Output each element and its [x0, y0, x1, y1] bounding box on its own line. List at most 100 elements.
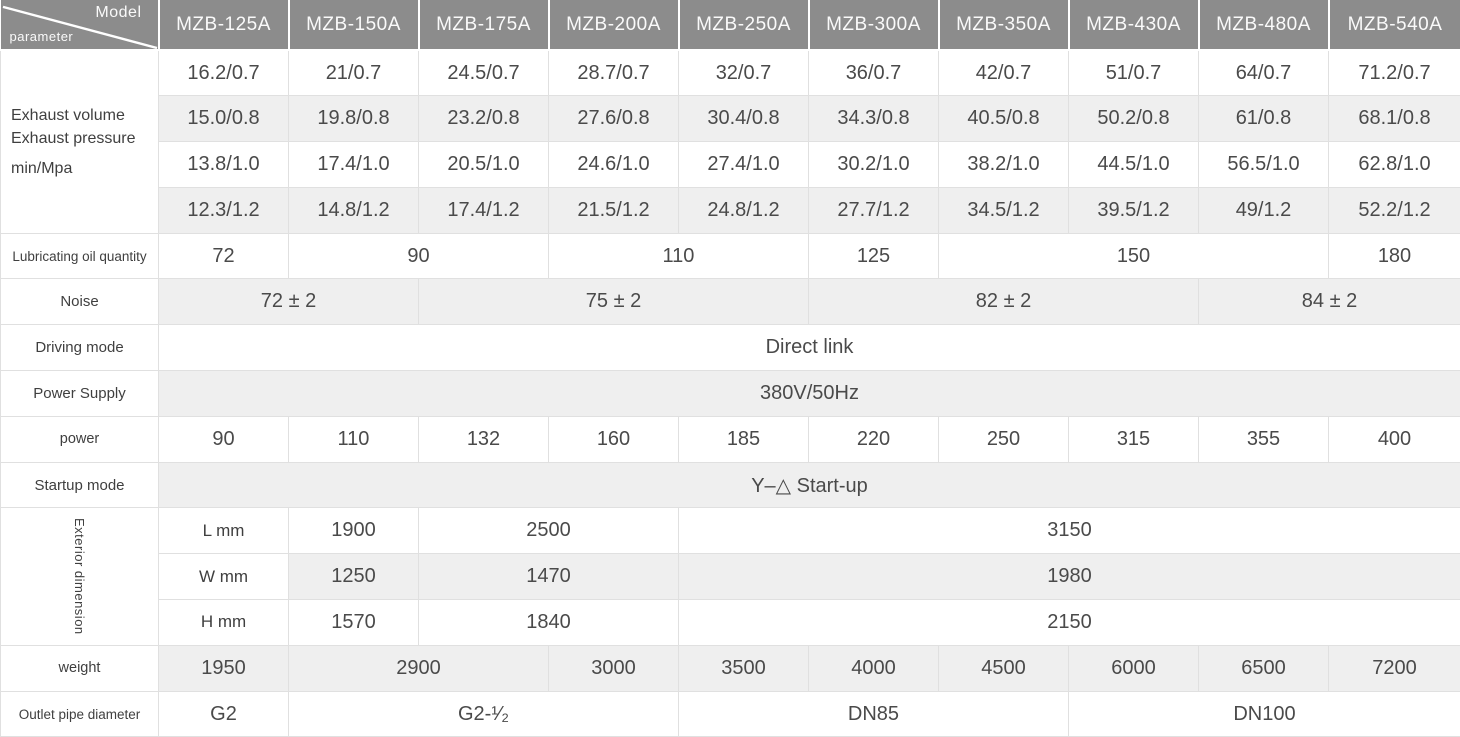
data-cell: 150 — [938, 232, 1329, 280]
data-cell: 24.5/0.7 — [418, 49, 549, 97]
data-cell: 90 — [158, 415, 289, 463]
data-cell: 72 — [158, 232, 289, 280]
noise-row: Noise 72 ± 2 75 ± 2 82 ± 2 84 ± 2 — [0, 278, 1460, 326]
exhaust-row-1: Exhaust volume Exhaust pressure min/Mpa … — [0, 49, 1460, 234]
data-cell: 28.7/0.7 — [548, 49, 679, 97]
data-cell: 68.1/0.8 — [1328, 95, 1460, 143]
driving-mode-label: Driving mode — [0, 324, 159, 372]
data-cell: 56.5/1.0 — [1198, 141, 1329, 188]
corner-parameter-label: parameter — [9, 29, 74, 44]
data-cell: DN100 — [1068, 690, 1460, 737]
dimension-w-row: W mm 1250 1470 1980 — [1, 553, 1460, 601]
model-header-cell: MZB-350A — [938, 0, 1070, 51]
exhaust-row-3: 13.8/1.0 17.4/1.0 20.5/1.0 24.6/1.0 27.4… — [1, 141, 1460, 188]
data-cell: 6000 — [1068, 644, 1199, 692]
data-cell: 52.2/1.2 — [1328, 186, 1460, 234]
power-row: power 90 110 132 160 185 220 250 315 355… — [0, 415, 1460, 463]
data-cell: 4000 — [808, 644, 939, 692]
model-header-cell: MZB-175A — [418, 0, 550, 51]
data-cell: 12.3/1.2 — [158, 186, 289, 234]
data-cell: 250 — [938, 415, 1069, 463]
dimension-sub-label: H mm — [158, 599, 289, 646]
data-cell: 7200 — [1328, 644, 1460, 692]
dimension-sub-label: W mm — [158, 553, 289, 601]
power-supply-label: Power Supply — [0, 370, 159, 417]
data-cell: 23.2/0.8 — [418, 95, 549, 143]
data-cell: 42/0.7 — [938, 49, 1069, 97]
data-cell: 21.5/1.2 — [548, 186, 679, 234]
data-cell: 71.2/0.7 — [1328, 49, 1460, 97]
data-cell: 24.8/1.2 — [678, 186, 809, 234]
data-cell: 6500 — [1198, 644, 1329, 692]
oil-label: Lubricating oil quantity — [0, 232, 159, 280]
data-cell: 315 — [1068, 415, 1199, 463]
data-cell: G2 — [158, 690, 289, 737]
data-cell: 3000 — [548, 644, 679, 692]
driving-mode-row: Driving mode Direct link — [0, 324, 1460, 372]
data-cell: 1840 — [418, 599, 679, 646]
data-cell: 17.4/1.0 — [288, 141, 419, 188]
data-cell: 1900 — [288, 507, 419, 555]
data-cell: 355 — [1198, 415, 1329, 463]
data-cell: 64/0.7 — [1198, 49, 1329, 97]
data-cell: 30.2/1.0 — [808, 141, 939, 188]
exhaust-label: Exhaust volume Exhaust pressure min/Mpa — [0, 49, 159, 234]
data-cell: Direct link — [158, 324, 1460, 372]
data-cell: 1470 — [418, 553, 679, 601]
data-cell: 1250 — [288, 553, 419, 601]
data-cell: 2900 — [288, 644, 549, 692]
data-cell: 2500 — [418, 507, 679, 555]
data-cell: DN85 — [678, 690, 1069, 737]
corner-model-label: Model — [95, 4, 142, 21]
diagonal-line — [2, 5, 157, 49]
model-header-cell: MZB-540A — [1328, 0, 1460, 51]
data-cell: 132 — [418, 415, 549, 463]
data-cell: 30.4/0.8 — [678, 95, 809, 143]
data-cell: Y–△ Start-up — [158, 461, 1460, 509]
data-cell: 40.5/0.8 — [938, 95, 1069, 143]
dimension-h-row: H mm 1570 1840 2150 — [1, 599, 1460, 646]
data-cell: 13.8/1.0 — [158, 141, 289, 188]
data-cell: 51/0.7 — [1068, 49, 1199, 97]
power-label: power — [0, 415, 159, 463]
data-cell: 44.5/1.0 — [1068, 141, 1199, 188]
data-cell: 400 — [1328, 415, 1460, 463]
data-cell: 1980 — [678, 553, 1460, 601]
data-cell: 110 — [288, 415, 419, 463]
data-cell: 160 — [548, 415, 679, 463]
data-cell: 3150 — [678, 507, 1460, 555]
data-cell: 380V/50Hz — [158, 370, 1460, 417]
data-cell: 82 ± 2 — [808, 278, 1199, 326]
exhaust-row-2: 15.0/0.8 19.8/0.8 23.2/0.8 27.6/0.8 30.4… — [1, 95, 1460, 143]
data-cell: 27.4/1.0 — [678, 141, 809, 188]
data-cell: 14.8/1.2 — [288, 186, 419, 234]
data-cell: 62.8/1.0 — [1328, 141, 1460, 188]
data-cell: 20.5/1.0 — [418, 141, 549, 188]
data-cell: 90 — [288, 232, 549, 280]
data-cell: 27.7/1.2 — [808, 186, 939, 234]
model-header-cell: MZB-480A — [1198, 0, 1330, 51]
data-cell: 49/1.2 — [1198, 186, 1329, 234]
weight-row: weight 1950 2900 3000 3500 4000 4500 600… — [0, 644, 1460, 692]
data-cell: 32/0.7 — [678, 49, 809, 97]
data-cell: G2-¹⁄₂ — [288, 690, 679, 737]
model-header-cell: MZB-200A — [548, 0, 680, 51]
model-header-cell: MZB-150A — [288, 0, 420, 51]
exterior-dimension-group-label: Exterior dimension — [0, 507, 159, 646]
noise-label: Noise — [0, 278, 159, 326]
data-cell: 19.8/0.8 — [288, 95, 419, 143]
oil-row: Lubricating oil quantity 72 90 110 125 1… — [0, 232, 1460, 280]
data-cell: 36/0.7 — [808, 49, 939, 97]
model-header-cell: MZB-125A — [158, 0, 290, 51]
data-cell: 72 ± 2 — [158, 278, 419, 326]
data-cell: 34.5/1.2 — [938, 186, 1069, 234]
data-cell: 1950 — [158, 644, 289, 692]
data-cell: 1570 — [288, 599, 419, 646]
data-cell: 4500 — [938, 644, 1069, 692]
corner-cell: Model parameter — [0, 0, 160, 51]
data-cell: 50.2/0.8 — [1068, 95, 1199, 143]
data-cell: 185 — [678, 415, 809, 463]
data-cell: 24.6/1.0 — [548, 141, 679, 188]
weight-label: weight — [0, 644, 159, 692]
